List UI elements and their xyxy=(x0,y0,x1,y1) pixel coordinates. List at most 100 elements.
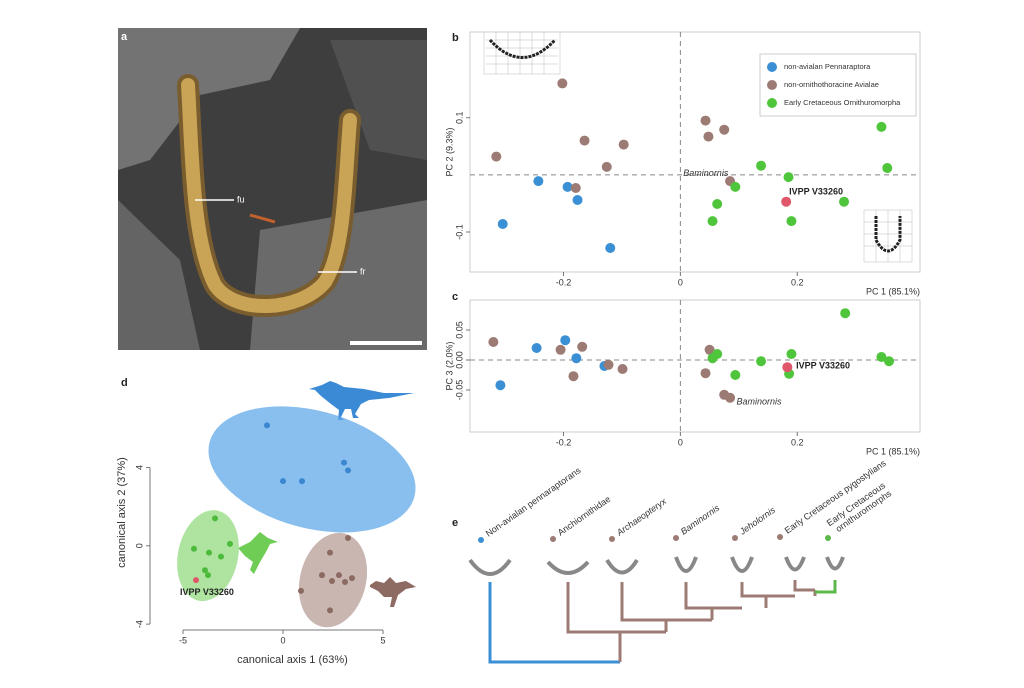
point xyxy=(562,181,573,192)
point xyxy=(342,579,348,586)
y-tick-label: -4 xyxy=(134,620,144,628)
taxon-dots xyxy=(478,534,831,543)
panel-label: d xyxy=(121,377,128,389)
point xyxy=(603,359,614,370)
plot-frame xyxy=(469,299,921,433)
point xyxy=(572,195,583,205)
point xyxy=(882,163,893,173)
point xyxy=(730,181,741,192)
annotation: IVPP V33260 xyxy=(180,587,234,597)
legend-swatch xyxy=(767,98,777,108)
annotation: Baminornis xyxy=(683,168,729,178)
point xyxy=(531,343,542,353)
x-tick-label: -0.2 xyxy=(556,277,572,287)
point xyxy=(782,362,793,373)
point xyxy=(205,572,211,579)
silhouette xyxy=(370,577,416,607)
point xyxy=(605,243,616,253)
x-axis-label: PC 1 (85.1%) xyxy=(866,446,920,456)
point xyxy=(577,341,588,352)
annotation: Baminornis xyxy=(736,396,782,406)
silhouette xyxy=(238,532,278,574)
panel-label: e xyxy=(452,517,458,529)
point xyxy=(280,478,286,485)
point xyxy=(783,172,794,183)
point xyxy=(840,308,851,319)
point xyxy=(497,219,508,229)
point xyxy=(345,467,351,474)
annotation: IVPP V33260 xyxy=(789,186,843,196)
point xyxy=(725,392,736,403)
point xyxy=(704,344,715,355)
x-tick-label: 5 xyxy=(380,635,385,645)
y-tick-label: -0.1 xyxy=(454,224,464,240)
panel-label: a xyxy=(121,31,128,43)
point xyxy=(555,344,566,355)
point xyxy=(329,578,335,585)
panel-label: b xyxy=(452,32,459,44)
legend-label: non-ornithothoracine Avialae xyxy=(784,80,879,89)
tree xyxy=(468,556,845,664)
point xyxy=(712,199,723,209)
legend-box xyxy=(759,53,917,117)
point xyxy=(495,380,506,391)
x-axis-label: canonical axis 1 (63%) xyxy=(237,654,348,666)
point xyxy=(707,216,718,227)
point xyxy=(601,161,612,172)
x-axis-label: PC 1 (85.1%) xyxy=(866,286,920,296)
x-tick-label: 0.2 xyxy=(791,277,804,287)
point xyxy=(617,364,628,374)
x-tick-label: 0.2 xyxy=(791,437,804,447)
silhouette xyxy=(309,381,414,420)
point xyxy=(579,135,590,146)
panel-label: c xyxy=(452,291,458,303)
point xyxy=(876,352,887,362)
y-tick-label: 0.00 xyxy=(454,351,464,369)
taxon-label: Jeholornis xyxy=(737,505,778,538)
point xyxy=(488,337,499,347)
annotation: fr xyxy=(360,266,366,276)
fossil-photo xyxy=(118,28,427,350)
point xyxy=(327,607,333,614)
point xyxy=(341,459,347,466)
point xyxy=(227,540,233,547)
point xyxy=(700,115,711,126)
point xyxy=(876,121,887,132)
point xyxy=(206,549,212,556)
confidence-ellipse xyxy=(208,406,416,533)
point xyxy=(756,160,767,171)
point xyxy=(193,577,199,584)
taxon-label: Archaeopteryx xyxy=(614,496,668,538)
x-tick-label: -0.2 xyxy=(556,437,572,447)
legend-label: non-avialan Pennaraptora xyxy=(784,62,871,71)
point xyxy=(703,131,714,142)
point xyxy=(730,370,741,380)
legend-swatch xyxy=(767,80,777,90)
y-axis-label: PC 2 (9.3%) xyxy=(444,127,454,176)
x-tick-label: 0 xyxy=(678,277,683,287)
point xyxy=(349,575,355,582)
point xyxy=(700,368,711,379)
taxon-label: Early Cretaceousornithuromorphs xyxy=(825,480,894,537)
point xyxy=(212,515,218,522)
y-tick-label: 0.05 xyxy=(454,321,464,339)
annotation: fu xyxy=(237,194,245,204)
point xyxy=(336,572,342,579)
point xyxy=(298,587,304,594)
point xyxy=(756,356,767,367)
point xyxy=(786,349,797,359)
point xyxy=(712,349,723,359)
point xyxy=(571,353,582,364)
y-axis-label: PC 3 (2.0%) xyxy=(444,341,454,390)
point xyxy=(299,478,305,485)
point xyxy=(560,335,571,346)
point xyxy=(202,567,208,574)
y-tick-label: -0.05 xyxy=(454,380,464,401)
legend-swatch xyxy=(767,62,777,72)
y-tick-label: 0 xyxy=(134,543,144,548)
point xyxy=(884,356,895,367)
point xyxy=(264,422,270,429)
point xyxy=(319,572,325,579)
confidence-ellipse xyxy=(177,510,239,602)
y-axis-label: canonical axis 2 (37%) xyxy=(116,457,128,568)
